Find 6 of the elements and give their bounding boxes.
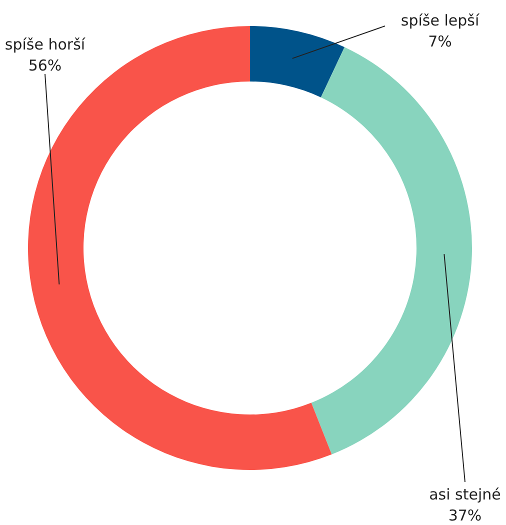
- slice-label: spíše horší: [4, 35, 86, 54]
- slice-label: asi stejné: [429, 485, 501, 504]
- data-label: 7%: [428, 32, 452, 50]
- slice-label: spíše lepší: [400, 11, 480, 30]
- data-label: 37%: [448, 506, 482, 524]
- data-label: 56%: [28, 56, 62, 74]
